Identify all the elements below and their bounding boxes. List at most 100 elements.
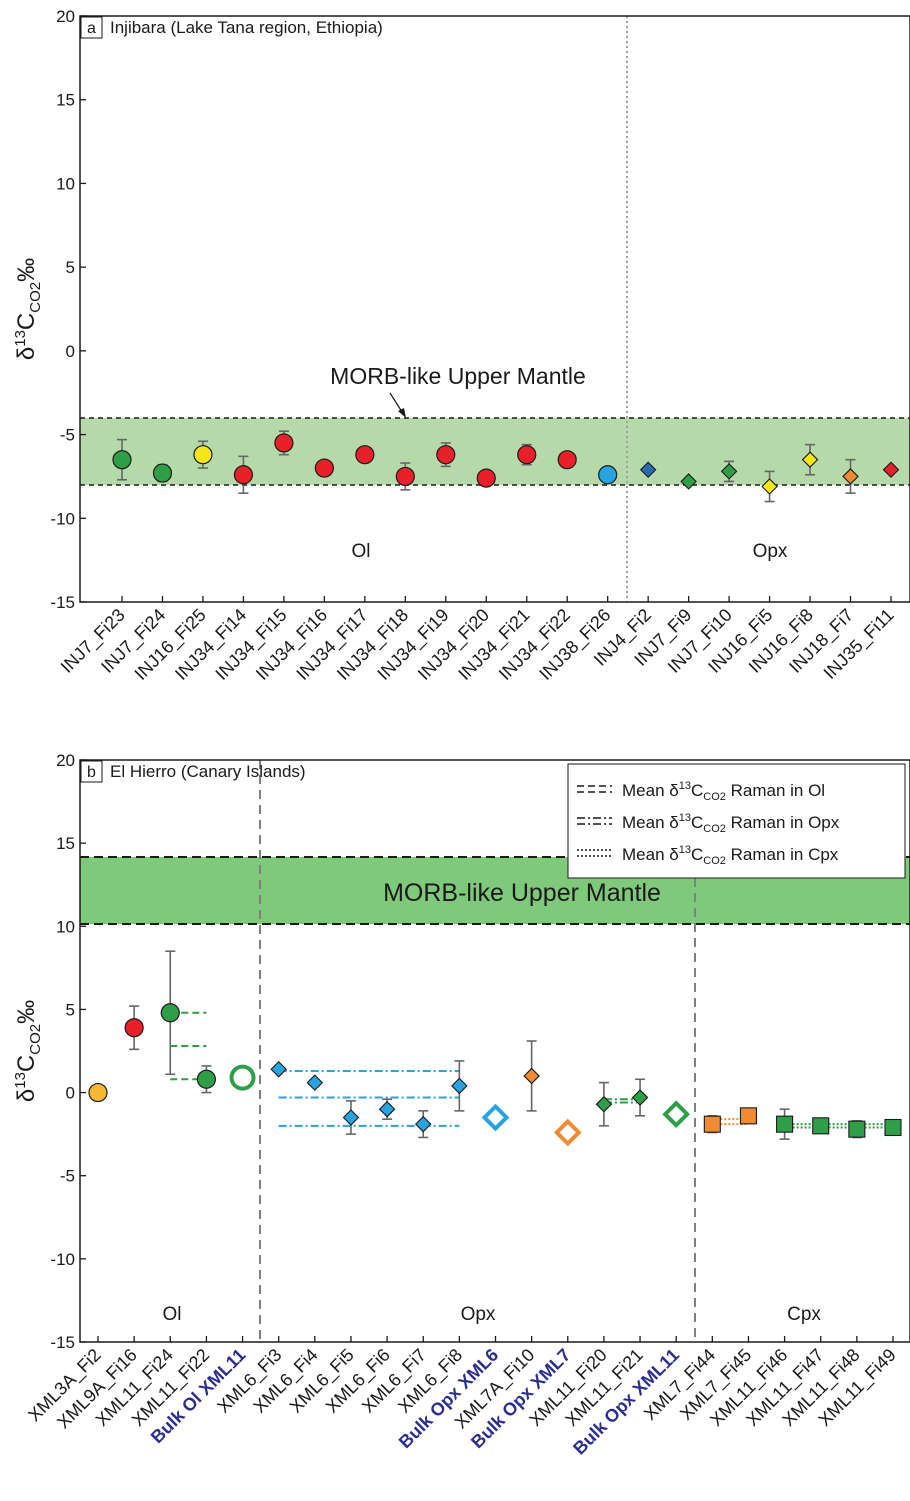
y-tick-label: 15: [56, 834, 75, 853]
panel-a-band-label: MORB-like Upper Mantle: [330, 363, 586, 389]
data-point-bulk-opx-xml7: [553, 1118, 582, 1147]
data-point-xml6-fi8: [451, 1060, 468, 1112]
marker-diamond: [414, 1115, 432, 1133]
data-point-inj16-fi25: [193, 440, 213, 469]
legend-swatch-opx: [577, 817, 612, 825]
data-point-xml7a-fi10: [523, 1040, 540, 1112]
marker-square: [776, 1115, 794, 1133]
marker-square: [703, 1115, 721, 1133]
marker-circle: [436, 445, 456, 465]
panel-b-ylabel-c: C: [13, 1055, 40, 1072]
panel-a-band-arrowhead: [398, 408, 406, 418]
marker-diamond: [639, 461, 657, 479]
legend-label-cpx: Mean δ13CCO2 Raman in Cpx: [622, 844, 839, 867]
y-tick-label: 5: [66, 1000, 75, 1019]
panel-a-title: Injibara (Lake Tana region, Ethiopia): [110, 18, 383, 37]
panel-b-title: El Hierro (Canary Islands): [110, 762, 306, 781]
panel-a-x-tick-labels: INJ7_Fi23INJ7_Fi24INJ16_Fi25INJ34_Fi14IN…: [57, 596, 899, 685]
panel-a-ylabel-sup: 13: [12, 330, 29, 347]
data-point-xml11-fi21: [631, 1078, 649, 1117]
data-point-xml11-fi47: [812, 1117, 830, 1135]
data-point-inj34-fi17: [355, 445, 375, 465]
y-tick-label: 5: [66, 258, 75, 277]
panel-b-ylabel-delta: δ: [13, 1089, 40, 1102]
marker-diamond: [270, 1061, 287, 1078]
legend-cpx-sup: 13: [679, 844, 691, 856]
marker-diamond: [342, 1109, 360, 1126]
y-tick-label: 0: [66, 342, 75, 361]
panel-b-region-cpx: Cpx: [787, 1304, 821, 1325]
data-point-inj4-fi2: [639, 461, 657, 479]
marker-diamond: [378, 1100, 396, 1118]
y-tick-label: -15: [50, 1333, 75, 1352]
panel-a-y-axis-label: δ13CCO2‰: [12, 258, 44, 360]
marker-diamond: [595, 1095, 613, 1113]
panel-a-series: [112, 430, 900, 503]
data-point-xml6-fi7: [414, 1110, 432, 1139]
data-point-bulk-ol-xml11: [229, 1064, 256, 1091]
data-point-inj34-fi18: [395, 462, 415, 491]
data-point-xml6-fi6: [378, 1098, 396, 1120]
marker-circle: [476, 468, 496, 488]
y-tick-label: 0: [66, 1084, 75, 1103]
legend-ol-suffix: Raman in Ol: [726, 781, 825, 800]
legend-opx-c: C: [691, 813, 703, 832]
data-point-xml6-fi4: [306, 1074, 324, 1091]
panel-b-letter: b: [87, 764, 96, 781]
panel-a: -15 -10 -5 0 5 10 15 20 INJ7_Fi23INJ7_Fi24INJ16…: [12, 7, 910, 685]
legend-ol-sup: 13: [679, 780, 691, 792]
marker-diamond: [306, 1074, 324, 1091]
panel-a-ylabel-delta: δ: [13, 347, 40, 360]
marker-diamond: [631, 1089, 649, 1106]
y-tick-label: 10: [56, 174, 75, 193]
data-point-inj34-fi14: [233, 455, 254, 494]
panel-a-band: [80, 418, 910, 485]
y-tick-label: 10: [56, 917, 75, 936]
data-point-inj34-fi20: [476, 468, 496, 488]
data-point-xml7-fi45: [739, 1107, 758, 1125]
legend-opx-sup: 13: [679, 812, 691, 824]
data-point-inj7-fi24: [152, 463, 173, 483]
data-point-xml11-fi46: [776, 1108, 794, 1140]
marker-square: [884, 1118, 902, 1137]
marker-diamond: [761, 478, 778, 495]
y-tick-label: 20: [56, 751, 75, 770]
data-point-inj34-fi16: [314, 458, 334, 478]
marker-diamond: [842, 468, 859, 485]
panel-a-ylabel-c: C: [13, 313, 40, 330]
marker-circle: [598, 465, 618, 485]
legend-cpx-suffix: Raman in Cpx: [726, 845, 839, 864]
marker-open-diamond: [662, 1100, 691, 1129]
marker-diamond: [451, 1077, 468, 1095]
marker-circle: [160, 1003, 180, 1023]
marker-circle: [517, 445, 537, 465]
legend-swatch-cpx: [577, 849, 612, 857]
panel-b-ylabel-sub: CO2: [27, 1024, 44, 1055]
marker-open-diamond: [481, 1103, 510, 1132]
legend-opx-suffix: Raman in Opx: [726, 813, 840, 832]
y-tick-label: 15: [56, 91, 75, 110]
data-point-inj34-fi15: [274, 430, 294, 456]
data-point-inj35-fi11: [882, 461, 900, 479]
data-point-xml6-fi3: [270, 1061, 287, 1078]
legend-opx-prefix: Mean δ: [622, 813, 679, 832]
data-point-xml11-fi49: [884, 1118, 902, 1137]
marker-diamond: [801, 451, 819, 468]
legend-label-ol: Mean δ13CCO2 Raman in Ol: [622, 780, 825, 803]
panel-b: -15 -10 -5 0 5 10 15 20 XML3A_Fi2XML9A_Fi16XML1…: [12, 751, 910, 1459]
legend-cpx-c: C: [691, 845, 703, 864]
panel-b-x-tick-labels: XML3A_Fi2XML9A_Fi16XML11_Fi24XML11_Fi22B…: [24, 1336, 901, 1459]
marker-open-circle: [229, 1064, 256, 1091]
panel-b-ylabel-sup: 13: [12, 1072, 29, 1089]
y-tick-label: -5: [60, 1167, 75, 1186]
panel-a-ylabel-sub: CO2: [27, 282, 44, 313]
marker-circle: [88, 1082, 108, 1103]
legend-cpx-sub: CO2: [703, 855, 726, 867]
y-tick-label: -5: [60, 426, 75, 445]
panel-b-series: [88, 950, 902, 1147]
data-point-inj38-fi26: [598, 465, 618, 485]
y-tick-label: -10: [50, 509, 75, 528]
data-point-inj16-fi5: [761, 470, 778, 503]
panel-a-frame: [79, 15, 910, 603]
data-point-xml9a-fi16: [124, 1005, 144, 1051]
